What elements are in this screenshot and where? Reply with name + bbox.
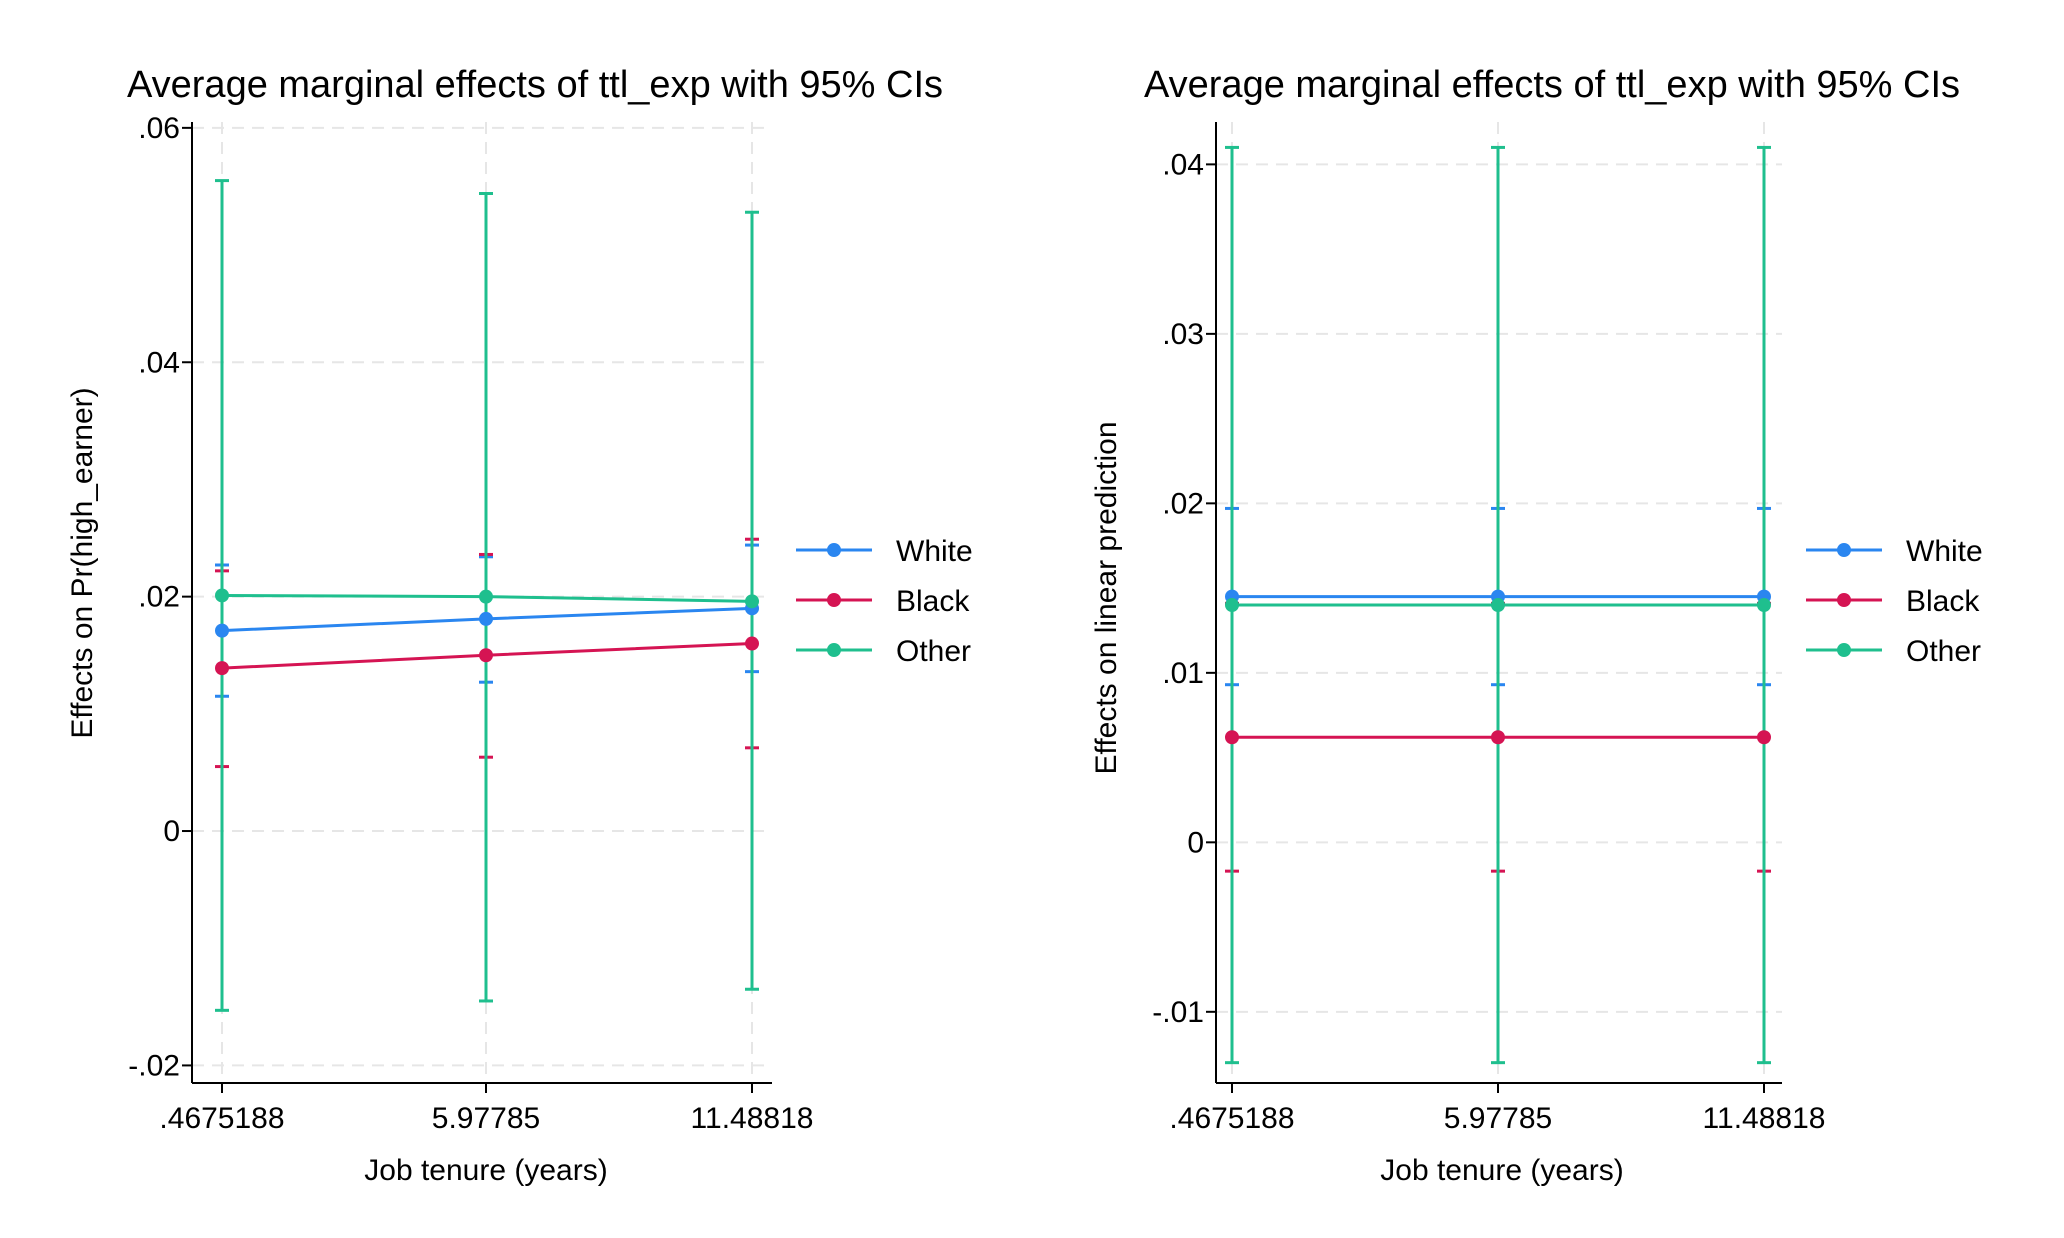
axes: -.02 0 .02 .04 .06 .4675188 5.97785 11.48818 [128,112,813,1135]
x-tick-label: .4675188 [159,1102,284,1135]
y-axis-label: Effects on linear prediction [1090,422,1123,775]
y-tick-label: 0 [1187,826,1204,859]
legend-marker-black [1837,593,1851,607]
y-tick-label: .06 [138,112,180,145]
legend-label-other: Other [1906,635,1981,668]
legend-marker-other [827,643,841,657]
x-axis-label: Job tenure (years) [1380,1154,1623,1187]
x-axis-label: Job tenure (years) [364,1154,607,1187]
legend: White Black Other [796,535,973,668]
legend-marker-other [1837,643,1851,657]
y-tick-label: -.01 [1152,996,1204,1029]
data-point-other [1757,598,1771,613]
y-axis-label: Effects on Pr(high_earner) [66,387,99,738]
legend-label-black: Black [1906,585,1980,618]
data-point-black [215,661,229,676]
y-tick-label: -.02 [128,1049,180,1082]
data-point-other [1491,598,1505,613]
legend: White Black Other [1806,535,1983,668]
right-chart-panel: Average marginal effects of ttl_exp with… [1016,0,2064,1238]
y-tick-label: .01 [1162,657,1204,690]
legend-label-black: Black [896,585,970,618]
legend-label-white: White [1906,535,1983,568]
data-point-other [215,588,229,603]
x-tick-label: 11.48818 [1703,1102,1826,1135]
legend-marker-white [1837,543,1851,557]
chart-title: Average marginal effects of ttl_exp with… [1144,64,1960,106]
y-tick-label: .04 [1162,148,1204,181]
data-point-black [745,636,759,651]
data-point-black [1491,730,1505,745]
y-tick-label: .02 [138,581,180,614]
right-chart-svg: Average marginal effects of ttl_exp with… [1090,64,1983,1187]
y-tick-label: .03 [1162,318,1204,351]
y-tick-label: 0 [163,815,180,848]
left-chart-panel: Average marginal effects of ttl_exp with… [0,0,1016,1238]
data-point-white [479,611,493,626]
grid-lines [192,122,772,1083]
x-tick-label: 11.48818 [691,1102,814,1135]
left-chart-svg: Average marginal effects of ttl_exp with… [66,64,973,1187]
series-points [215,588,759,676]
legend-marker-black [827,593,841,607]
data-point-other [745,594,759,609]
y-tick-label: .02 [1162,487,1204,520]
x-tick-label: 5.97785 [1444,1102,1552,1135]
data-point-black [1757,730,1771,745]
axes: -.01 0 .01 .02 .03 .04 .4675188 5.97785 11.48818 [1152,122,1825,1135]
data-point-white [215,623,229,638]
x-tick-label: .4675188 [1169,1102,1294,1135]
y-tick-label: .04 [138,346,180,379]
legend-label-white: White [896,535,973,568]
legend-marker-white [827,543,841,557]
legend-label-other: Other [896,635,971,668]
data-point-other [479,589,493,604]
data-point-black [479,648,493,663]
series-points [1225,589,1771,745]
data-point-black [1225,730,1239,745]
chart-title: Average marginal effects of ttl_exp with… [127,64,943,106]
data-point-other [1225,598,1239,613]
x-tick-label: 5.97785 [432,1102,540,1135]
